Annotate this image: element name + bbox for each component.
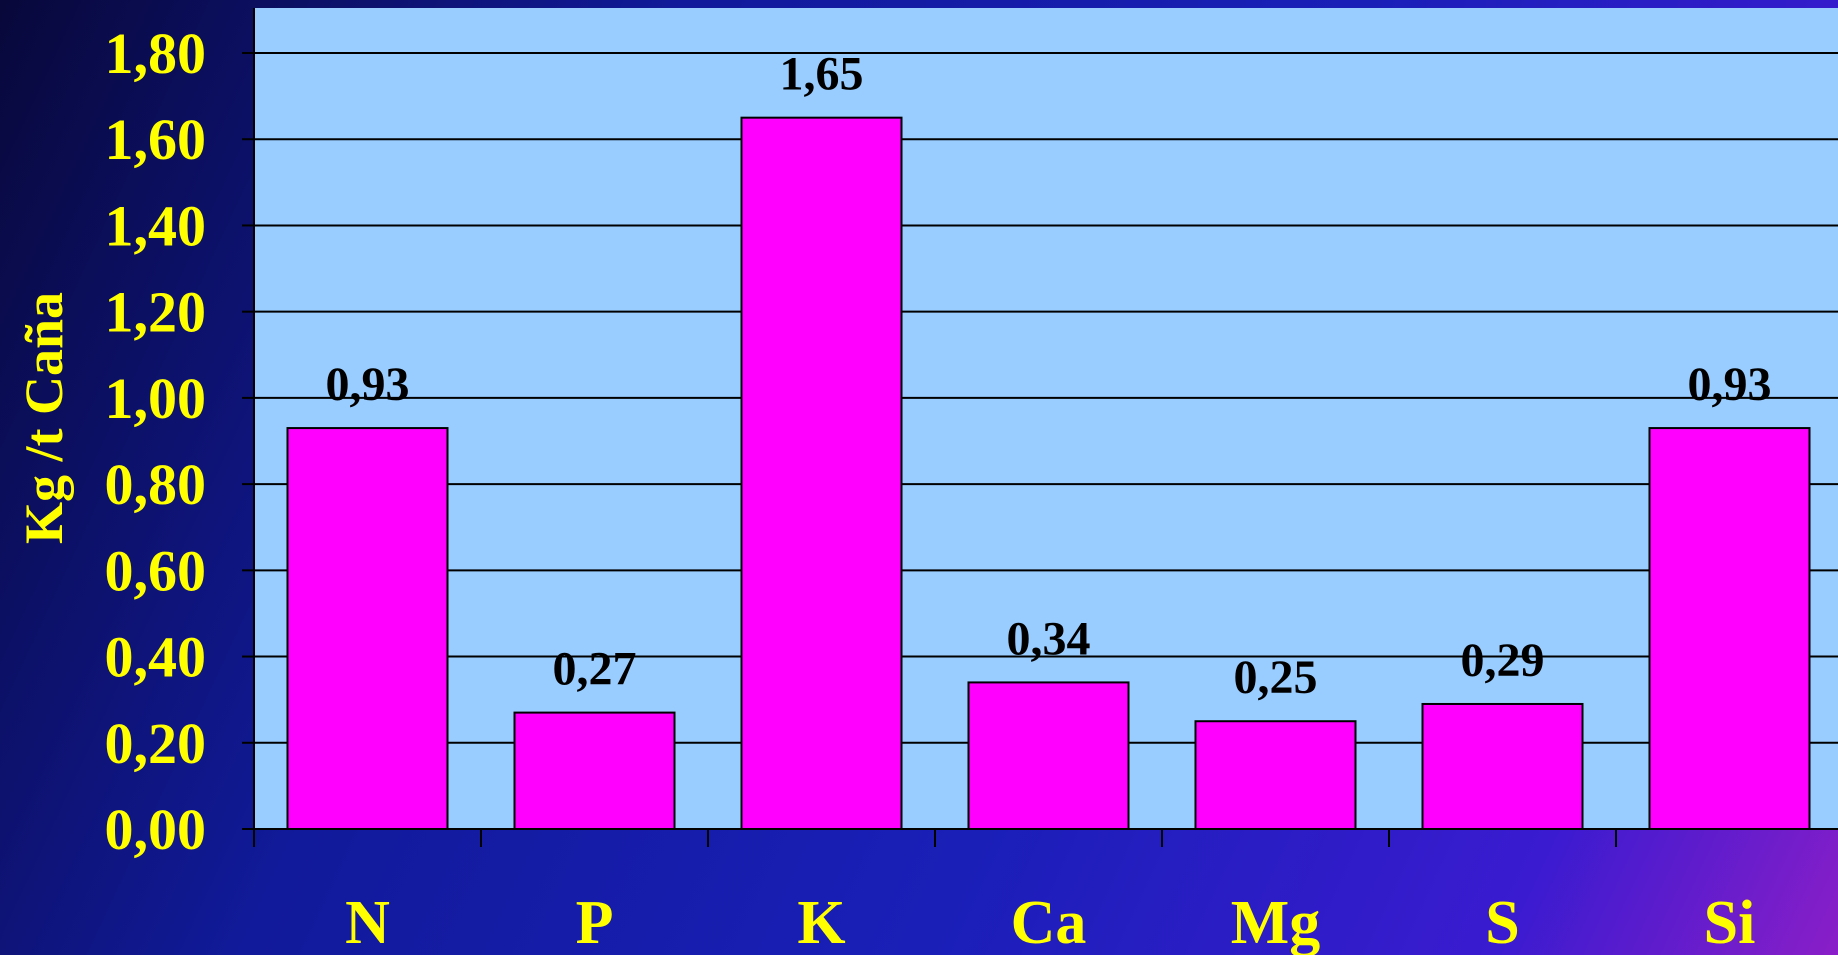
y-tick-label: 0,40 (105, 625, 207, 690)
y-tick-label: 0,60 (105, 538, 207, 603)
data-label-n: 0,93 (326, 358, 410, 411)
category-label-s: S (1485, 889, 1519, 955)
bar-p (513, 711, 676, 830)
y-tick-label: 1,20 (105, 280, 207, 345)
y-axis-title: Kg /t Caña (14, 292, 74, 544)
y-tick-label: 1,80 (105, 21, 207, 86)
category-label-si: Si (1704, 889, 1756, 955)
bar-n (286, 427, 449, 830)
data-label-mg: 0,25 (1234, 651, 1318, 704)
bar-ca (967, 681, 1130, 831)
category-label-ca: Ca (1011, 889, 1087, 955)
category-label-p: P (576, 889, 614, 955)
category-label-mg: Mg (1231, 889, 1321, 955)
data-label-si: 0,93 (1688, 358, 1772, 411)
bar-mg (1194, 720, 1357, 831)
data-label-ca: 0,34 (1007, 612, 1091, 665)
category-label-k: K (797, 889, 845, 955)
bar-k (740, 116, 903, 830)
category-label-n: N (345, 889, 390, 955)
y-tick-label: 0,00 (105, 797, 207, 862)
data-label-s: 0,29 (1461, 634, 1545, 687)
y-tick-label: 1,40 (105, 193, 207, 258)
bar-si (1648, 427, 1811, 830)
y-tick-label: 0,80 (105, 452, 207, 517)
data-label-k: 1,65 (780, 48, 864, 101)
y-tick-label: 1,60 (105, 107, 207, 172)
data-label-p: 0,27 (553, 643, 637, 696)
bar-s (1421, 702, 1584, 831)
y-tick-label: 1,00 (105, 366, 207, 431)
y-tick-label: 0,20 (105, 711, 207, 776)
